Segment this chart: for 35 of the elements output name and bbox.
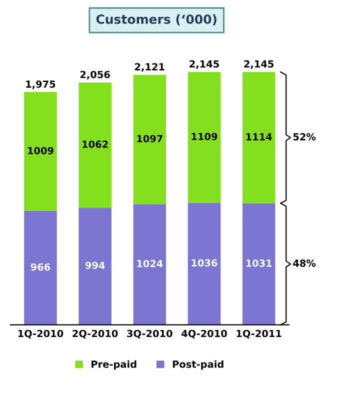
total-label: 2,145 [244,60,274,69]
x-tick-label: 3Q-2010 [127,330,172,338]
total-label: 2,121 [135,63,164,72]
data-label: 966 [30,263,50,271]
data-label: 1024 [137,260,163,268]
x-tick-label: 1Q-2011 [236,330,282,338]
x-tick-label: 1Q-2010 [18,330,64,338]
data-label: 1036 [192,259,218,267]
data-label: 1031 [246,260,272,267]
bar [24,210,57,325]
bar [188,202,221,325]
bar [242,72,276,204]
bar [24,92,57,211]
legend-label: Post-paid [172,360,224,370]
total-label: 1,975 [26,80,56,90]
data-label: 1109 [192,132,218,140]
text: 52% [293,133,316,140]
legend-label: Pre-paid [92,360,136,370]
bar [242,203,276,325]
bar [188,72,221,203]
data-label: 1009 [28,146,54,154]
x-tick-label: 4Q-2010 [182,330,227,338]
bar [133,74,166,204]
data-label: 1062 [82,140,108,148]
bar [78,208,112,325]
bar [78,82,112,208]
data-label: 994 [85,262,105,270]
bar [133,204,166,325]
data-label: 1097 [137,134,162,142]
data-label: 1114 [246,133,272,140]
text: 48% [293,260,316,267]
total-label: 2,145 [190,60,219,69]
chart-title: Customers (‘000) [96,14,216,26]
x-tick-label: 2Q-2010 [72,330,118,338]
total-label: 2,056 [80,70,110,80]
